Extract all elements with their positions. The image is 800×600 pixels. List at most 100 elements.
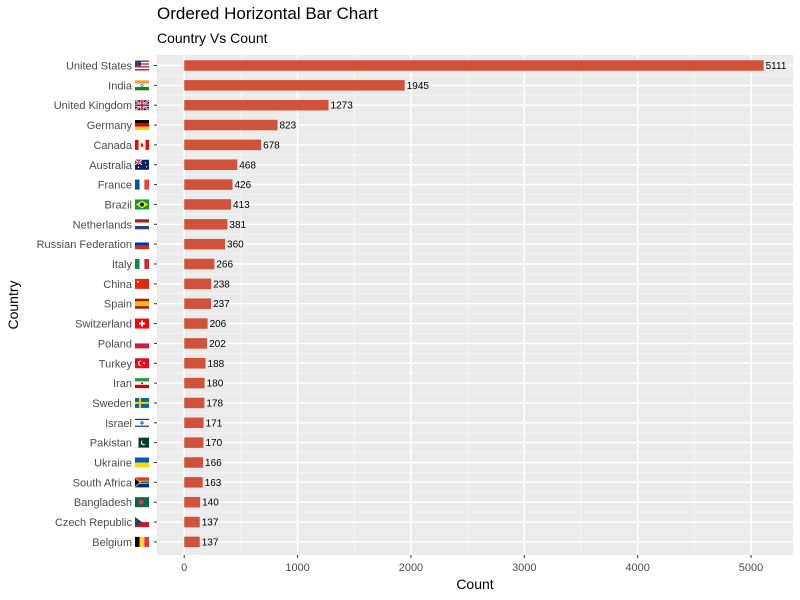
y-tick-label: Germany [87,120,133,132]
y-tick-label: Sweden [92,398,132,410]
flag-br-icon [135,199,149,210]
bar [184,437,204,448]
major-gridlines [157,55,793,555]
y-tick-label: Czech Republic [55,517,133,529]
flag-ua-icon [135,457,149,468]
chart-subtitle: Country Vs Count [157,30,268,46]
flag-cz-icon [135,517,149,528]
value-label: 5111 [766,61,787,72]
bar [184,199,232,210]
bar [184,377,205,389]
value-label: 140 [202,498,219,509]
flag-pk-icon [135,437,149,448]
y-tick-label: Poland [98,338,132,350]
x-tick-label: 0 [181,562,187,574]
y-tick-label: Iran [113,378,132,390]
bars-group [184,60,764,548]
value-label: 170 [205,438,222,449]
y-tick-label: Ukraine [94,458,132,470]
value-label: 678 [263,140,280,151]
flag-be-icon [135,536,149,547]
flag-us-icon [135,60,149,71]
bar [184,80,405,91]
y-tick-label: Bangladesh [74,497,132,509]
value-label: 166 [205,458,222,469]
bar [184,417,204,429]
flag-bd-icon [135,497,149,508]
x-tick-label: 4000 [625,562,649,574]
bar [184,159,238,170]
value-label: 202 [209,339,226,350]
value-label: 238 [213,279,230,290]
y-tick-label: Pakistan [90,438,132,450]
flag-za-icon [135,477,149,488]
y-tick-label: Israel [105,418,132,430]
flag-pl-icon [135,338,149,349]
value-label: 360 [227,240,244,251]
value-label: 468 [239,160,256,171]
y-tick-label: Russian Federation [37,239,132,251]
y-tick-label: Canada [93,140,132,152]
flag-gb-icon [134,99,150,112]
flag-ru-icon [135,239,149,250]
y-tick-label: Australia [89,160,133,172]
bar [184,99,329,111]
bar [184,139,262,151]
value-label: 413 [233,200,250,211]
bar [184,298,212,309]
flag-fr-icon [135,179,149,190]
flag-cn-icon [135,278,149,289]
value-label: 206 [210,319,227,330]
bar [184,536,200,548]
value-label: 180 [207,379,224,390]
y-tick-label: India [108,80,133,92]
y-tick-label: United Kingdom [54,100,132,112]
flag-tr-icon [135,358,149,369]
bar [184,477,203,488]
bar [184,179,233,190]
bar [184,516,200,528]
x-axis: 0 1000 2000 3000 4000 5000 [181,555,763,574]
y-tick-label: China [103,279,133,291]
y-tick-label: Switzerland [75,319,132,331]
y-tick-label: United States [66,61,133,73]
plot-panel [157,55,793,555]
bar [184,496,201,508]
y-axis-label: Country [5,280,21,329]
value-label: 237 [213,299,230,310]
flag-nl-icon [135,219,149,230]
value-label: 178 [206,398,223,409]
flag-it-icon [135,259,149,269]
value-label: 823 [280,121,297,132]
flag-in-icon [135,80,149,91]
value-label: 1273 [331,101,354,112]
y-axis: United States India United Kingdom Germany C… [37,60,157,549]
flag-il-icon [135,417,149,428]
y-tick-label: Belgium [92,537,132,549]
bar [184,397,205,409]
flag-ch-icon [135,318,149,329]
flag-ir-icon [135,378,149,389]
y-tick-label: Turkey [99,358,133,370]
y-tick-label: Netherlands [73,219,133,231]
x-tick-label: 1000 [285,562,309,574]
y-tick-label: Brazil [104,199,132,211]
y-tick-label: Spain [104,299,132,311]
flag-es-icon [135,298,149,309]
y-tick-label: Italy [112,259,133,271]
chart-title: Ordered Horizontal Bar Chart [157,4,379,23]
y-tick-label: France [98,180,132,192]
x-tick-label: 5000 [739,562,763,574]
value-label: 137 [202,537,219,548]
minor-gridlines [157,55,793,555]
x-axis-label: Count [456,576,493,592]
bar [184,338,208,349]
flag-se-icon [135,397,149,408]
value-label: 137 [202,518,219,529]
bar [184,318,208,329]
bar [184,119,278,131]
bar [184,278,212,290]
x-tick-label: 3000 [512,562,536,574]
